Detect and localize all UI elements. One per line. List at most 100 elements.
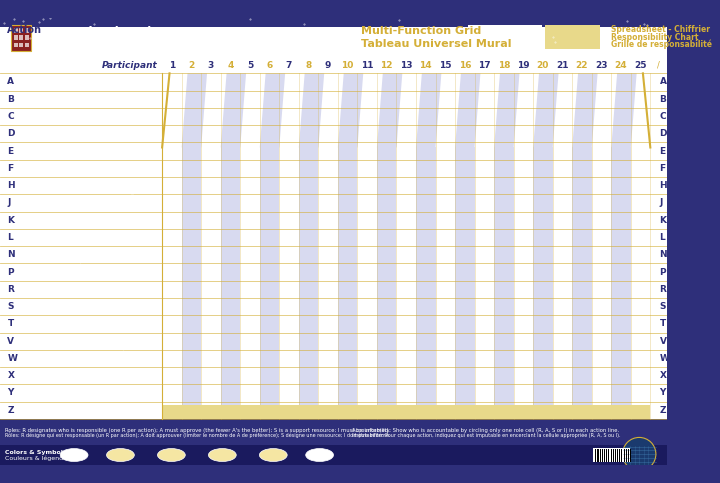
Bar <box>0 57 667 73</box>
Polygon shape <box>494 73 520 147</box>
Text: K: K <box>7 216 14 225</box>
Text: J: J <box>660 199 663 207</box>
Bar <box>260 147 279 419</box>
Bar <box>618 449 620 462</box>
Polygon shape <box>260 73 285 147</box>
Text: N: N <box>7 250 15 259</box>
Text: Z: Z <box>660 406 666 415</box>
Bar <box>338 147 357 419</box>
Polygon shape <box>572 73 598 147</box>
Text: D: D <box>660 129 667 138</box>
Text: 24: 24 <box>615 60 627 70</box>
Text: T: T <box>660 319 666 328</box>
Bar <box>611 147 631 419</box>
Text: Responsibility Chart: Responsibility Chart <box>611 33 699 42</box>
Text: 18: 18 <box>498 60 510 70</box>
Bar <box>19 43 23 47</box>
Text: 21: 21 <box>556 60 569 70</box>
Text: 9: 9 <box>325 60 331 70</box>
Text: ·: · <box>248 60 252 70</box>
Text: B: B <box>660 95 667 104</box>
Text: F: F <box>660 164 666 173</box>
Text: A: A <box>7 77 14 86</box>
Text: 2: 2 <box>189 60 194 70</box>
Bar <box>624 449 625 462</box>
Text: V: V <box>7 337 14 346</box>
Bar <box>615 449 616 462</box>
Ellipse shape <box>60 449 88 462</box>
Bar <box>221 147 240 419</box>
Bar <box>377 147 397 419</box>
Text: H: H <box>7 181 15 190</box>
Text: Rôles: R désigne qui est responsable (un R par action); A doit approuver (limite: Rôles: R désigne qui est responsable (un… <box>4 433 390 439</box>
Bar <box>11 25 32 51</box>
Text: B: B <box>7 95 14 104</box>
Text: 3: 3 <box>208 60 214 70</box>
Bar <box>494 147 513 419</box>
Text: 20: 20 <box>536 60 549 70</box>
Bar <box>606 449 607 462</box>
Bar <box>533 147 553 419</box>
Text: J: J <box>7 199 11 207</box>
Text: P: P <box>7 268 14 277</box>
Text: Y: Y <box>660 388 666 398</box>
Polygon shape <box>377 73 402 147</box>
Text: Colors & Symbols: Colors & Symbols <box>4 450 66 455</box>
Text: 14: 14 <box>420 60 432 70</box>
Text: /: / <box>657 60 660 70</box>
Polygon shape <box>416 73 441 147</box>
Bar <box>597 449 598 462</box>
Bar <box>630 449 631 462</box>
Bar <box>0 445 667 465</box>
Bar <box>455 147 474 419</box>
Bar <box>162 405 650 419</box>
Bar <box>572 147 592 419</box>
Text: X: X <box>7 371 14 380</box>
Text: 11: 11 <box>361 60 374 70</box>
Text: C: C <box>660 112 666 121</box>
Bar <box>611 449 612 462</box>
Polygon shape <box>338 73 364 147</box>
Bar <box>416 147 436 419</box>
Ellipse shape <box>158 449 185 462</box>
Text: Action: Action <box>7 25 42 35</box>
Text: P: P <box>660 268 666 277</box>
Text: C: C <box>7 112 14 121</box>
Bar <box>593 448 630 462</box>
Text: T: T <box>7 319 14 328</box>
Text: Couleurs & légende: Couleurs & légende <box>4 456 67 461</box>
Text: 8: 8 <box>305 60 312 70</box>
Text: Harvard University: Harvard University <box>39 26 164 39</box>
Polygon shape <box>221 73 246 147</box>
Text: K: K <box>660 216 667 225</box>
Text: R: R <box>7 285 14 294</box>
Text: A: A <box>660 77 667 86</box>
Bar <box>545 25 600 49</box>
Text: V: V <box>660 337 667 346</box>
Text: 4: 4 <box>228 60 234 70</box>
Bar <box>626 449 627 462</box>
Text: ✦: ✦ <box>279 28 295 47</box>
Text: Accountability: Show who is accountable by circling only one role cell (R, A, S : Accountability: Show who is accountable … <box>352 427 619 432</box>
Bar <box>610 449 611 462</box>
Polygon shape <box>181 73 207 147</box>
Bar <box>25 35 29 40</box>
Bar <box>604 449 605 462</box>
Bar <box>628 449 629 462</box>
Text: 25: 25 <box>634 60 647 70</box>
Bar <box>14 35 17 40</box>
Bar <box>181 147 201 419</box>
Text: Participant: Participant <box>102 60 158 70</box>
Text: 13: 13 <box>400 60 413 70</box>
Bar <box>14 28 17 32</box>
Text: E: E <box>660 147 666 156</box>
Text: E: E <box>7 147 14 156</box>
Bar <box>19 35 23 40</box>
Bar <box>468 25 542 49</box>
Text: 1: 1 <box>168 60 175 70</box>
Polygon shape <box>299 73 324 147</box>
Text: H: H <box>660 181 667 190</box>
Text: F: F <box>7 164 14 173</box>
Text: Spreadsheet - Chiffrier: Spreadsheet - Chiffrier <box>611 25 711 34</box>
Text: 23: 23 <box>595 60 608 70</box>
